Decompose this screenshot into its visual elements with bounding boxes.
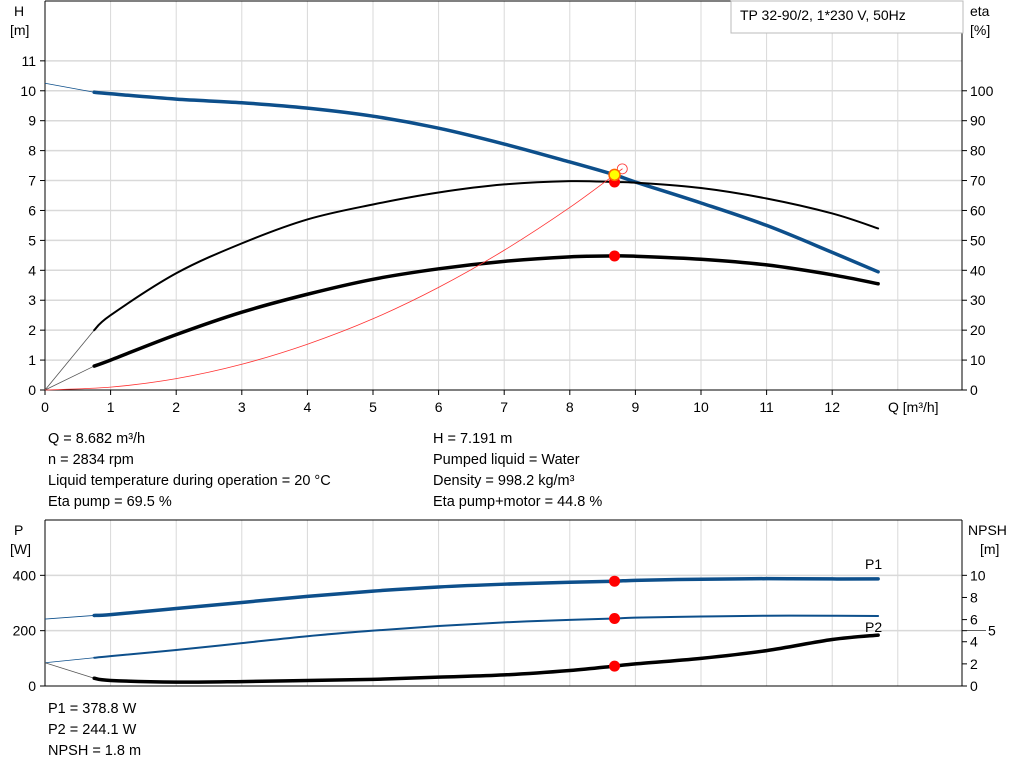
series-label-p2: P2 [865,619,882,635]
npsh-curve-extension [44,662,95,679]
x-tick-label: 8 [566,399,574,415]
y-tick-label-left: 4 [28,262,36,278]
h-curve-extension [44,82,95,93]
y-tick-label-right: 10 [970,567,986,583]
y-tick-label-right: 4 [970,634,978,650]
y-tick-label-left: 6 [28,202,36,218]
duty-point-npsh [609,660,621,672]
info-eta-pump: Eta pump = 69.5 % [48,494,172,510]
x-tick-label: 7 [500,399,508,415]
y-axis-label-right: eta [970,3,990,19]
y-tick-label-right: 20 [970,322,986,338]
y-tick-label-left: 7 [28,173,36,189]
y-tick-label-right: 50 [970,232,986,248]
y-tick-label-left: 10 [20,83,36,99]
y-tick-label-right: 0 [970,382,978,398]
y-tick-label-right: 10 [970,352,986,368]
y-axis-label-left: H [14,3,24,19]
legend-box [730,0,964,34]
y-axis-label-left: P [14,522,23,538]
y-tick-label-right: 6 [970,612,978,628]
x-tick-label: 10 [693,399,709,415]
eta-pump-curve-extension [44,329,95,391]
x-tick-label: 3 [238,399,246,415]
system-curve-end-marker [616,163,628,175]
info-h: H = 7.191 m [433,431,513,447]
p2-curve-extension [44,657,95,664]
info-npsh: NPSH = 1.8 m [48,743,142,759]
info-p2: P2 = 244.1 W [48,722,137,738]
x-tick-label: 5 [369,399,377,415]
eta-total-curve [92,254,880,368]
eta-total-curve-extension [44,365,95,391]
y-tick-label-left: 2 [28,322,36,338]
duty-point-p1 [609,575,621,587]
info-density: Density = 998.2 kg/m³ [433,473,575,489]
y-axis-label-right-unit: [%] [970,22,990,38]
eta-pump-curve [93,180,880,332]
y-tick-label-left: 0 [28,382,36,398]
legend-title: TP 32-90/2, 1*230 V, 50Hz [740,7,906,23]
y-tick-label-right: 60 [970,202,986,218]
x-tick-label: 4 [304,399,312,415]
info-n: n = 2834 rpm [48,452,134,468]
info-p1: P1 = 378.8 W [48,701,137,717]
x-tick-label: 1 [107,399,115,415]
p1-curve [92,576,880,618]
y-tick-label-right: 40 [970,262,986,278]
y-tick-label-right: 90 [970,113,986,129]
y-tick-label-left: 11 [21,53,36,69]
info-temp: Liquid temperature during operation = 20… [48,473,331,489]
x-tick-label: 12 [824,399,840,415]
x-tick-label: 11 [759,399,774,415]
y-axis-label-right-unit: [m] [980,541,999,557]
y-tick-label-left: 200 [13,623,37,639]
y-axis-label-right: NPSH [968,522,1007,538]
y-tick-label-right: 5 [988,623,996,639]
info-eta-total: Eta pump+motor = 44.8 % [433,494,603,510]
x-axis-label: Q [m³/h] [888,399,939,415]
x-tick-label: 0 [41,399,49,415]
p2-curve [93,614,880,659]
y-tick-label-right: 70 [970,173,986,189]
y-tick-label-right: 0 [970,678,978,694]
y-tick-label-left: 8 [28,143,36,159]
x-tick-label: 9 [632,399,640,415]
duty-point-p2 [609,612,621,624]
y-tick-label-right: 2 [970,656,978,672]
y-tick-label-right: 30 [970,292,986,308]
y-axis-label-left-unit: [m] [10,22,29,38]
y-tick-label-left: 9 [28,113,36,129]
h-curve [92,90,880,274]
duty-point-eta-total [609,250,621,262]
duty-point-head [608,168,621,182]
y-tick-label-right: 80 [970,143,986,159]
y-tick-label-left: 1 [28,352,36,368]
p1-curve-extension [44,615,95,620]
y-tick-label-right: 100 [970,83,994,99]
y-tick-label-left: 5 [28,232,36,248]
y-tick-label-left: 3 [28,292,36,308]
y-tick-label-left: 0 [28,678,36,694]
series-label-p1: P1 [865,556,882,572]
info-liquid: Pumped liquid = Water [433,452,580,468]
y-tick-label-left: 400 [13,567,37,583]
y-tick-label-right: 8 [970,589,978,605]
system-curve [44,168,623,391]
y-axis-label-left-unit: [W] [10,541,31,557]
x-tick-label: 6 [435,399,443,415]
info-q: Q = 8.682 m³/h [48,431,146,447]
npsh-curve [92,633,880,684]
x-tick-label: 2 [172,399,180,415]
